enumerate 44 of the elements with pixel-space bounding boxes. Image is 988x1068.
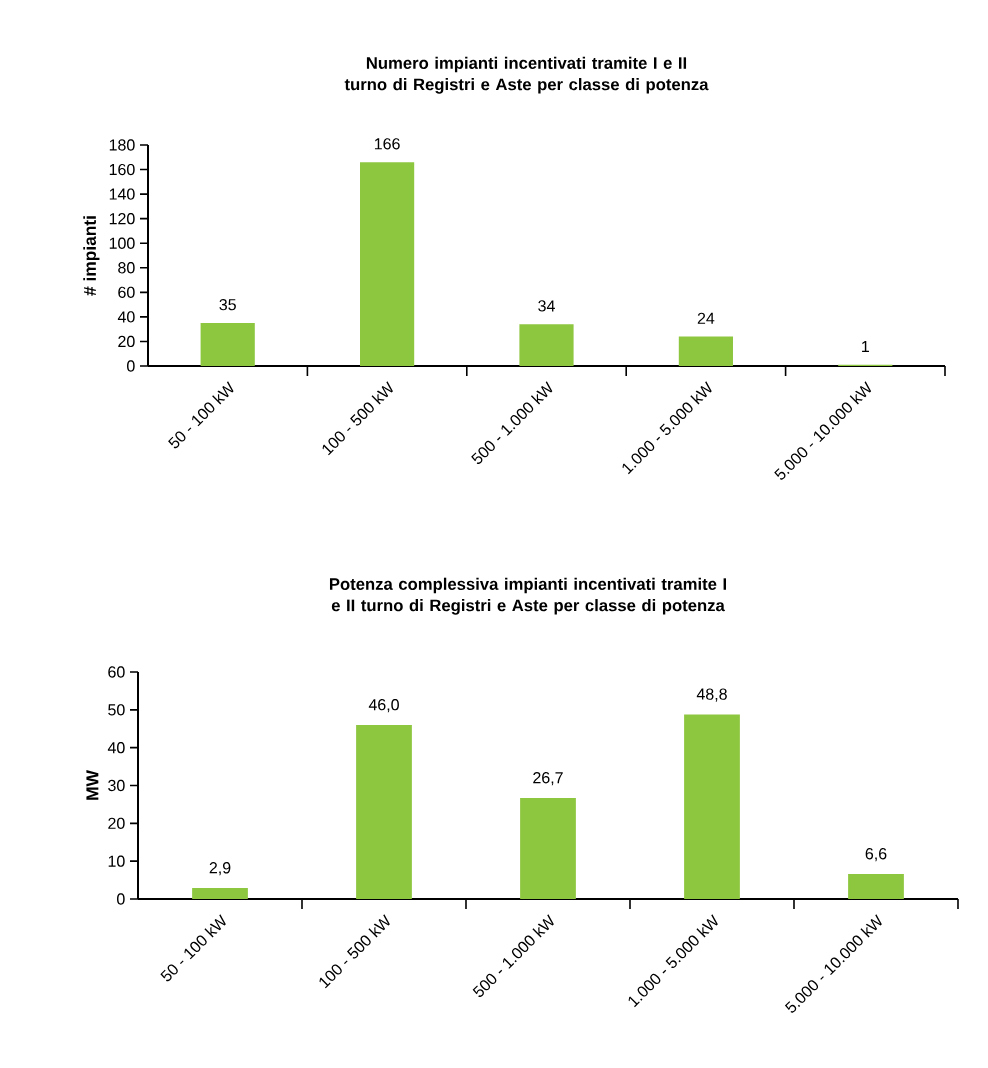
data-label: 166 — [374, 138, 400, 150]
y-tick-label: 180 — [109, 139, 135, 151]
x-tick-label: 100 - 500 kW — [319, 914, 390, 989]
data-label: 26,7 — [533, 772, 563, 786]
y-tick-label: 160 — [109, 163, 135, 176]
x-tick-label: 100 - 500 kW — [322, 381, 393, 456]
y-tick-label: 60 — [118, 286, 135, 298]
bar — [678, 336, 733, 366]
data-label: 24 — [697, 312, 715, 324]
bar — [520, 797, 576, 899]
data-label: 34 — [538, 300, 555, 312]
y-tick-label: 0 — [127, 360, 135, 372]
y-axis-title: MW — [86, 770, 99, 800]
bar — [848, 874, 904, 899]
y-tick-label: 80 — [118, 262, 135, 274]
x-tick-label: 50 - 100 kW — [168, 381, 234, 449]
y-tick-label: 50 — [108, 704, 125, 716]
y-tick-label: 120 — [109, 213, 135, 225]
x-tick-label: 50 - 100 kW — [160, 914, 226, 982]
y-tick-label: 40 — [107, 742, 125, 754]
y-axis-title: # impianti — [83, 216, 100, 296]
data-label: 6,6 — [865, 848, 887, 862]
y-tick-label: 100 — [109, 237, 135, 249]
chart-title: Potenza complessiva impianti incentivati tramite I e II turno di Registri e Aste per classe di potenza — [329, 577, 726, 615]
y-tick-label: 20 — [108, 817, 125, 829]
y-tick-label: 20 — [118, 335, 135, 348]
bar — [356, 724, 412, 899]
data-label: 48,8 — [696, 688, 727, 702]
bar — [200, 323, 255, 366]
y-tick-label: 30 — [108, 779, 125, 792]
data-label: 1 — [862, 341, 869, 353]
y-tick-label: 40 — [117, 311, 135, 323]
y-tick-label: 10 — [108, 855, 125, 867]
y-tick-label: 140 — [109, 188, 135, 200]
bar — [519, 324, 574, 366]
bar — [192, 888, 248, 899]
bar — [684, 714, 740, 899]
chart-title: Numero impianti incentivati tramite I e II turno di Registri e Aste per classe di potenza — [344, 56, 709, 94]
data-label: 2,9 — [209, 862, 231, 876]
data-label: 35 — [219, 298, 236, 311]
y-tick-label: 0 — [117, 893, 125, 905]
bar — [360, 162, 415, 366]
data-label: 46,0 — [368, 699, 399, 713]
y-tick-label: 60 — [108, 666, 125, 678]
